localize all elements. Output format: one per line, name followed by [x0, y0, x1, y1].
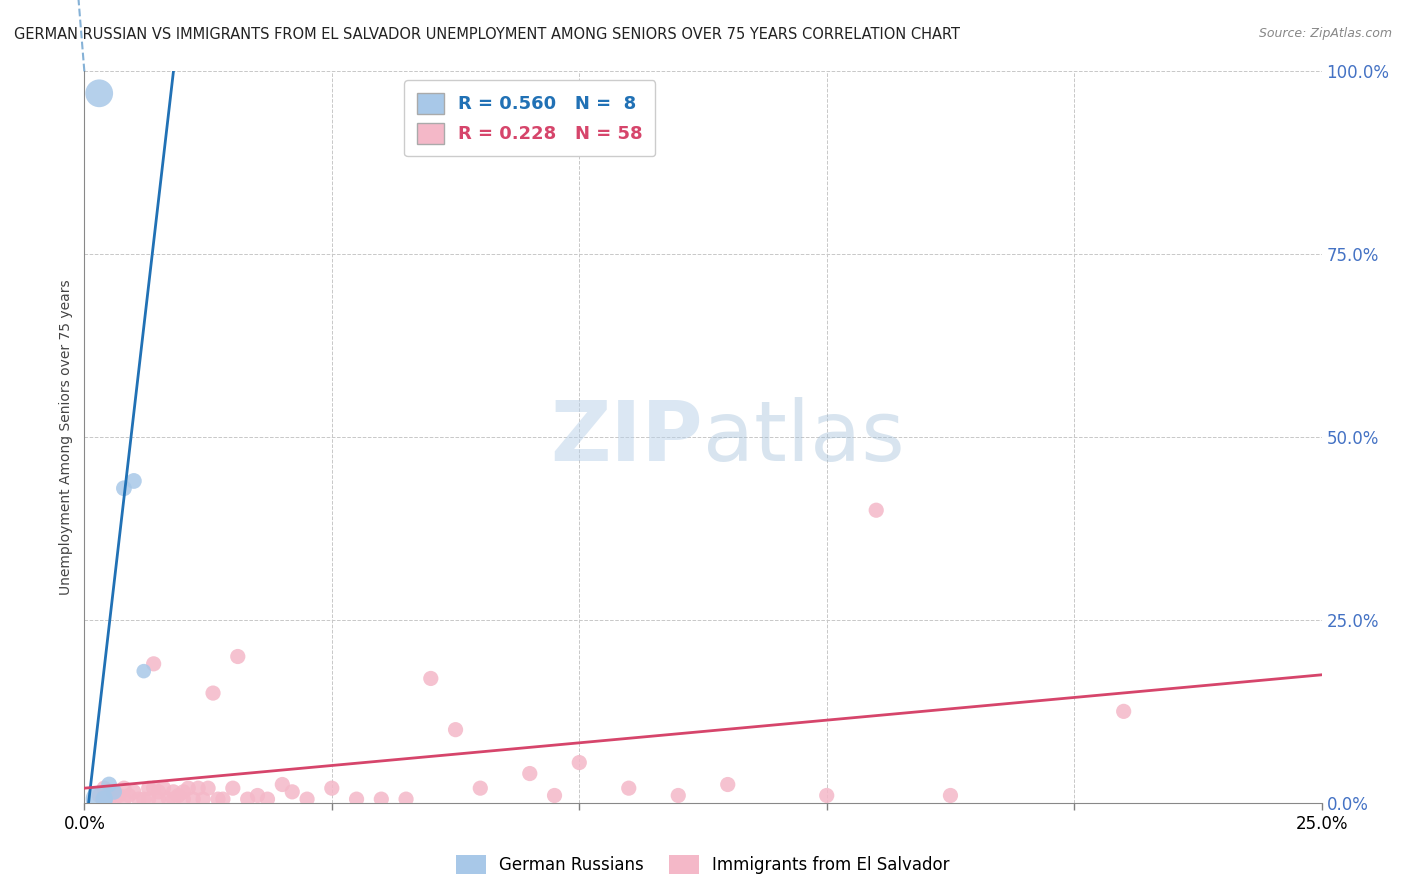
- Point: [256, 792, 278, 806]
- Point: [112, 792, 135, 806]
- Point: [103, 785, 125, 799]
- Point: [197, 781, 219, 796]
- Text: GERMAN RUSSIAN VS IMMIGRANTS FROM EL SALVADOR UNEMPLOYMENT AMONG SENIORS OVER 75: GERMAN RUSSIAN VS IMMIGRANTS FROM EL SAL…: [14, 27, 960, 42]
- Point: [281, 785, 304, 799]
- Point: [122, 474, 145, 488]
- Point: [212, 792, 235, 806]
- Point: [118, 789, 141, 803]
- Point: [172, 785, 194, 799]
- Point: [157, 792, 180, 806]
- Point: [419, 672, 441, 686]
- Point: [444, 723, 467, 737]
- Point: [181, 792, 204, 806]
- Point: [148, 792, 170, 806]
- Point: [138, 792, 160, 806]
- Point: [93, 781, 115, 796]
- Point: [98, 792, 121, 806]
- Point: [226, 649, 249, 664]
- Point: [346, 792, 368, 806]
- Point: [162, 792, 184, 806]
- Point: [717, 777, 740, 792]
- Point: [246, 789, 269, 803]
- Point: [132, 664, 155, 678]
- Point: [162, 785, 184, 799]
- Point: [132, 792, 155, 806]
- Point: [939, 789, 962, 803]
- Point: [138, 781, 160, 796]
- Text: atlas: atlas: [703, 397, 904, 477]
- Point: [167, 789, 190, 803]
- Legend: German Russians, Immigrants from El Salvador: German Russians, Immigrants from El Salv…: [447, 847, 959, 882]
- Point: [191, 792, 214, 806]
- Point: [202, 686, 225, 700]
- Point: [89, 789, 111, 803]
- Point: [395, 792, 418, 806]
- Point: [1112, 705, 1135, 719]
- Point: [865, 503, 887, 517]
- Point: [207, 792, 229, 806]
- Point: [470, 781, 492, 796]
- Point: [370, 792, 392, 806]
- Point: [98, 777, 121, 792]
- Point: [666, 789, 689, 803]
- Point: [519, 766, 541, 780]
- Point: [815, 789, 838, 803]
- Text: Source: ZipAtlas.com: Source: ZipAtlas.com: [1258, 27, 1392, 40]
- Point: [172, 792, 194, 806]
- Point: [112, 781, 135, 796]
- Point: [236, 792, 259, 806]
- Point: [128, 792, 150, 806]
- Point: [103, 792, 125, 806]
- Point: [152, 781, 174, 796]
- Point: [142, 781, 165, 796]
- Point: [93, 792, 115, 806]
- Point: [112, 481, 135, 495]
- Point: [295, 792, 318, 806]
- Text: ZIP: ZIP: [551, 397, 703, 477]
- Point: [142, 657, 165, 671]
- Point: [148, 785, 170, 799]
- Point: [568, 756, 591, 770]
- Y-axis label: Unemployment Among Seniors over 75 years: Unemployment Among Seniors over 75 years: [59, 279, 73, 595]
- Point: [103, 785, 125, 799]
- Point: [89, 792, 111, 806]
- Point: [543, 789, 565, 803]
- Point: [122, 785, 145, 799]
- Point: [617, 781, 640, 796]
- Point: [108, 789, 131, 803]
- Point: [321, 781, 343, 796]
- Point: [89, 87, 111, 101]
- Point: [187, 781, 209, 796]
- Point: [222, 781, 245, 796]
- Point: [177, 781, 200, 796]
- Point: [271, 777, 294, 792]
